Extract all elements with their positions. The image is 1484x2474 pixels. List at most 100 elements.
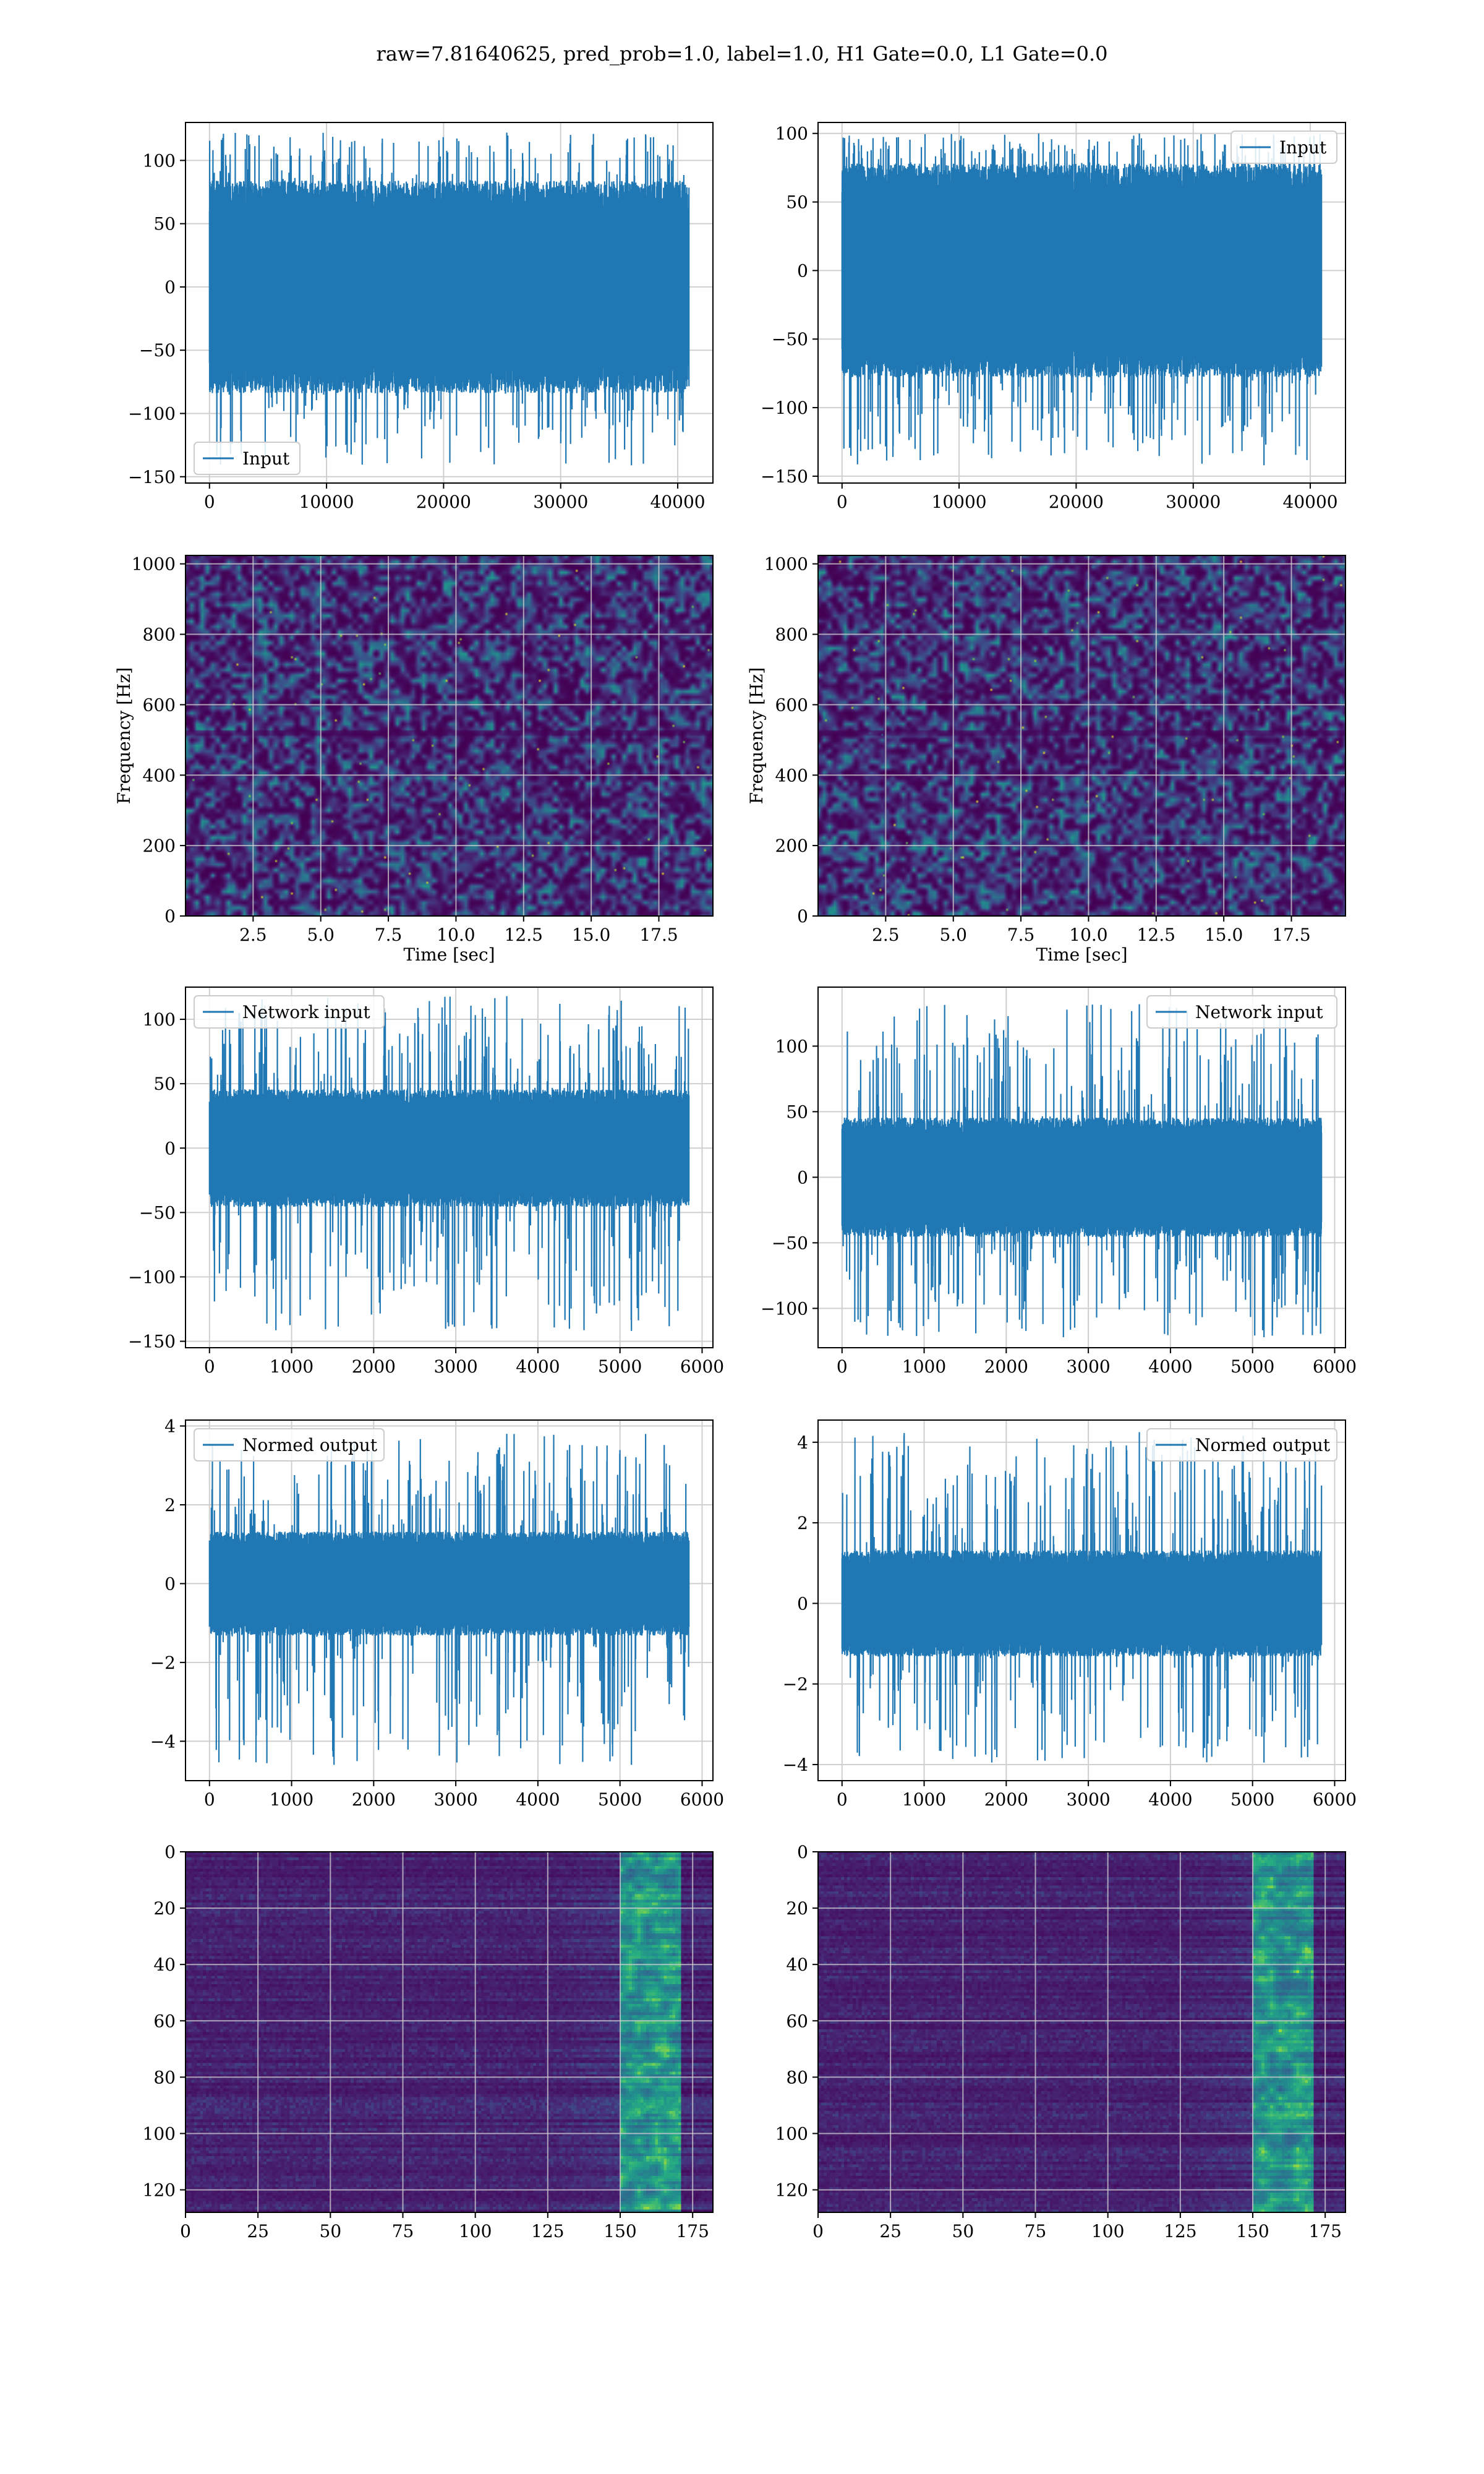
axes-frame: [817, 122, 1346, 484]
legend: Network input: [194, 995, 385, 1029]
x-tick-label: 6000: [1313, 1356, 1357, 1377]
chart-input-h1: 0 10000 20000 30000 40000 −150 −100 −50 0 50 100 In…: [128, 122, 714, 512]
x-tick-label: 1000: [902, 1356, 946, 1377]
grid: [186, 1852, 713, 2212]
y-tick-label: 100: [775, 124, 808, 144]
x-tick-label: 30000: [533, 492, 588, 512]
x-tick-label: 4000: [516, 1789, 560, 1810]
y-tick-label: −150: [761, 466, 808, 487]
legend: Input: [194, 442, 301, 475]
x-tick-label: 15.0: [572, 925, 610, 945]
y-tick-label: 120: [775, 2180, 808, 2201]
heatmap-image: [818, 1852, 1345, 2212]
legend: Normed output: [194, 1428, 385, 1462]
y-tick-label: 0: [797, 1842, 808, 1862]
y-axis-label: Frequency [Hz]: [746, 667, 767, 804]
axes-frame: [817, 1851, 1346, 2213]
legend-label: Input: [1279, 137, 1327, 158]
x-tick-label: 1000: [902, 1789, 946, 1810]
y-tick-label: 20: [786, 1898, 808, 1919]
heatmap-image: [186, 1852, 713, 2212]
ticks: 0 1000 2000 3000 4000 5000 6000 −4 −2 0 2 4: [150, 1416, 724, 1810]
x-tick-label: 10000: [299, 492, 354, 512]
x-tick-label: 12.5: [1137, 925, 1175, 945]
x-tick-label: 5.0: [939, 925, 967, 945]
x-tick-label: 0: [204, 1356, 215, 1377]
y-tick-label: −2: [783, 1674, 808, 1695]
axes-frame: [185, 1419, 714, 1781]
ticks: 2.5 5.0 7.5 10.0 12.5 15.0 17.5 0 200 400 600 800 10…: [764, 554, 1311, 945]
x-tick-label: 40000: [1283, 492, 1338, 512]
y-tick-label: 400: [775, 765, 808, 785]
x-tick-label: 100: [1091, 2221, 1124, 2241]
x-tick-label: 175: [676, 2221, 709, 2241]
axes-frame: [185, 987, 714, 1348]
y-tick-label: 40: [153, 1954, 176, 1975]
legend-label: Network input: [1195, 1002, 1323, 1022]
x-tick-label: 20000: [1049, 492, 1104, 512]
legend-label: Input: [242, 448, 290, 469]
y-tick-label: 2: [797, 1513, 808, 1533]
x-tick-label: 175: [1308, 2221, 1341, 2241]
y-tick-label: 80: [786, 2067, 808, 2087]
ticks: 0 10000 20000 30000 40000 −150 −100 −50 0 50 100: [761, 124, 1337, 512]
y-tick-label: 0: [164, 1138, 176, 1158]
x-tick-label: 2000: [984, 1356, 1028, 1377]
y-tick-label: 400: [143, 765, 176, 785]
ticks: 2.5 5.0 7.5 10.0 12.5 15.0 17.5 0 200 400 600 800 10…: [132, 554, 678, 945]
axes-frame: [817, 555, 1346, 917]
series-line: [208, 132, 690, 466]
y-tick-label: 200: [775, 836, 808, 856]
grid: [186, 555, 713, 916]
x-tick-label: 12.5: [505, 925, 543, 945]
y-tick-label: −50: [139, 1202, 176, 1223]
x-tick-label: 5000: [598, 1789, 642, 1810]
x-tick-label: 75: [1025, 2221, 1047, 2241]
y-tick-label: 0: [164, 1573, 176, 1594]
x-tick-label: 150: [1236, 2221, 1269, 2241]
x-tick-label: 0: [812, 2221, 824, 2241]
x-tick-label: 100: [459, 2221, 492, 2241]
axes-layer: 0 10000 20000 30000 40000−150−100−50050100In…: [114, 122, 1357, 2241]
y-tick-label: 600: [143, 695, 176, 715]
series-line: [208, 996, 690, 1331]
y-tick-label: 800: [143, 625, 176, 645]
ticks: 0 10000 20000 30000 40000 −150 −100 −50 0 50 100: [128, 150, 705, 512]
y-tick-label: 2: [164, 1495, 176, 1515]
x-tick-label: 25: [879, 2221, 902, 2241]
y-tick-label: 100: [775, 2123, 808, 2144]
figure-title: raw=7.81640625, pred_prob=1.0, label=1.0…: [376, 42, 1108, 66]
x-tick-label: 0: [837, 1789, 848, 1810]
y-tick-label: −100: [128, 403, 176, 424]
chart-network-input-h1: 0 1000 2000 3000 4000 5000 6000 −150 −100 −50 0 50 1…: [128, 987, 724, 1377]
ticks: 0 1000 2000 3000 4000 5000 6000 −150 −100 −50 0 50 1…: [128, 1009, 724, 1377]
legend: Network input: [1146, 995, 1337, 1029]
ticks: 0 1000 2000 3000 4000 5000 6000 −100 −50 0 50 100: [761, 1036, 1357, 1377]
chart-normed-output-l1: 0 1000 2000 3000 4000 5000 6000 −4 −2 0 2 4 Normed o…: [783, 1419, 1357, 1810]
y-tick-label: 0: [164, 906, 176, 927]
y-tick-label: −50: [772, 1233, 808, 1253]
chart-feature-map-l1: 0 25 50 75 100 125 150 175 0 20 40 60 80 100 120: [775, 1842, 1346, 2241]
x-tick-label: 4000: [1148, 1789, 1192, 1810]
x-axis-label: Time [sec]: [1036, 944, 1127, 965]
y-tick-label: 800: [775, 625, 808, 645]
legend-label: Normed output: [1195, 1435, 1331, 1455]
y-tick-label: 0: [797, 1167, 808, 1188]
x-tick-label: 40000: [650, 492, 706, 512]
y-tick-label: 0: [164, 277, 176, 297]
x-tick-label: 10000: [932, 492, 987, 512]
x-tick-label: 15.0: [1205, 925, 1243, 945]
x-tick-label: 0: [204, 492, 215, 512]
legend-label: Normed output: [242, 1435, 378, 1455]
x-tick-label: 7.5: [1007, 925, 1035, 945]
axes-frame: [817, 987, 1346, 1348]
legend: Normed output: [1146, 1428, 1337, 1462]
y-tick-label: 40: [786, 1954, 808, 1975]
x-tick-label: 3000: [433, 1356, 477, 1377]
x-tick-label: 7.5: [375, 925, 403, 945]
x-tick-label: 2.5: [239, 925, 267, 945]
y-tick-label: −150: [128, 467, 176, 487]
y-tick-label: 50: [153, 214, 176, 234]
series-line: [841, 133, 1323, 466]
